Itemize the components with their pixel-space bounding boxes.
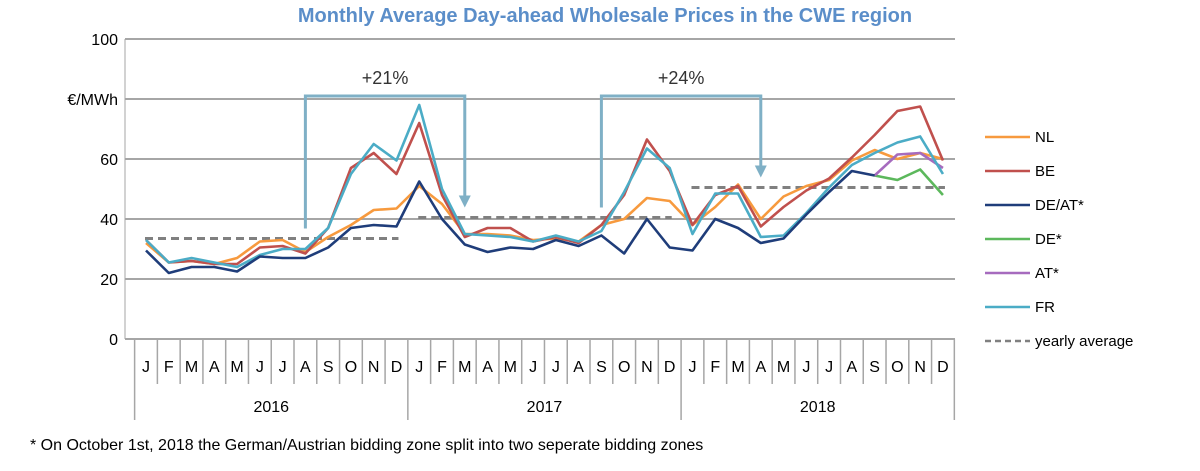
x-tick-label-month: M [777,359,790,376]
x-tick-label-month: M [185,359,198,376]
x-tick-label-year: 2018 [800,399,836,416]
x-tick-label-month: A [209,359,220,376]
x-tick-label-month: J [142,359,150,376]
footnote: * On October 1st, 2018 the German/Austri… [30,437,703,454]
y-tick-label: 60 [100,152,118,169]
x-tick-label-month: M [731,359,744,376]
annotation-bracket [599,94,763,208]
x-tick-label-year: 2016 [253,399,289,416]
annotation-label: +21% [362,68,409,88]
x-tick-label-month: D [937,359,949,376]
legend-label: BE [1035,163,1055,180]
series-line-de [874,168,944,196]
x-tick-label-month: D [664,359,676,376]
x-tick-label-month: A [300,359,311,376]
x-tick-label-month: F [710,359,720,376]
annotation-bracket [303,94,467,229]
annotation-label: +24% [658,68,705,88]
x-tick-label-month: M [504,359,517,376]
x-tick-label-month: F [437,359,447,376]
series-line-deat [145,169,875,275]
annotation-arrowhead [458,195,471,208]
x-tick-label-month: A [482,359,493,376]
y-tick-label: 40 [100,212,118,229]
legend-label: yearly average [1035,333,1133,350]
x-tick-label-month: O [345,359,357,376]
x-tick-label-month: N [641,359,653,376]
x-tick-label-month: N [914,359,926,376]
x-tick-label-month: J [688,359,696,376]
x-tick-label-month: J [825,359,833,376]
y-tick-label: 20 [100,272,118,289]
legend-label: FR [1035,299,1055,316]
y-axis-label: €/MWh [67,92,118,109]
legend-label: AT* [1035,265,1059,282]
x-tick-label-month: S [869,359,880,376]
series-line-at [873,151,944,177]
x-tick-label-month: N [368,359,380,376]
x-tick-label-month: J [552,359,560,376]
annotation-arrowhead [754,165,767,178]
x-tick-label-month: A [755,359,766,376]
x-tick-label-month: S [596,359,607,376]
x-tick-label-month: D [391,359,403,376]
legend-label: DE/AT* [1035,197,1084,214]
legend-label: NL [1035,129,1054,146]
y-tick-label: 0 [109,332,118,349]
x-tick-label-month: J [415,359,423,376]
x-tick-label-month: O [618,359,630,376]
x-tick-label-month: J [529,359,537,376]
x-tick-label-month: A [573,359,584,376]
y-tick-label: 100 [91,32,118,49]
x-tick-label-month: J [256,359,264,376]
x-tick-label-month: F [164,359,174,376]
chart-title: Monthly Average Day-ahead Wholesale Pric… [298,5,912,27]
x-tick-label-year: 2017 [527,399,563,416]
x-tick-label-month: M [230,359,243,376]
series-line-fr [145,103,945,269]
x-tick-label-month: J [279,359,287,376]
x-tick-label-month: J [802,359,810,376]
x-tick-label-month: M [458,359,471,376]
x-tick-label-month: S [323,359,334,376]
x-tick-label-month: O [891,359,903,376]
legend-label: DE* [1035,231,1062,248]
x-tick-label-month: A [847,359,858,376]
